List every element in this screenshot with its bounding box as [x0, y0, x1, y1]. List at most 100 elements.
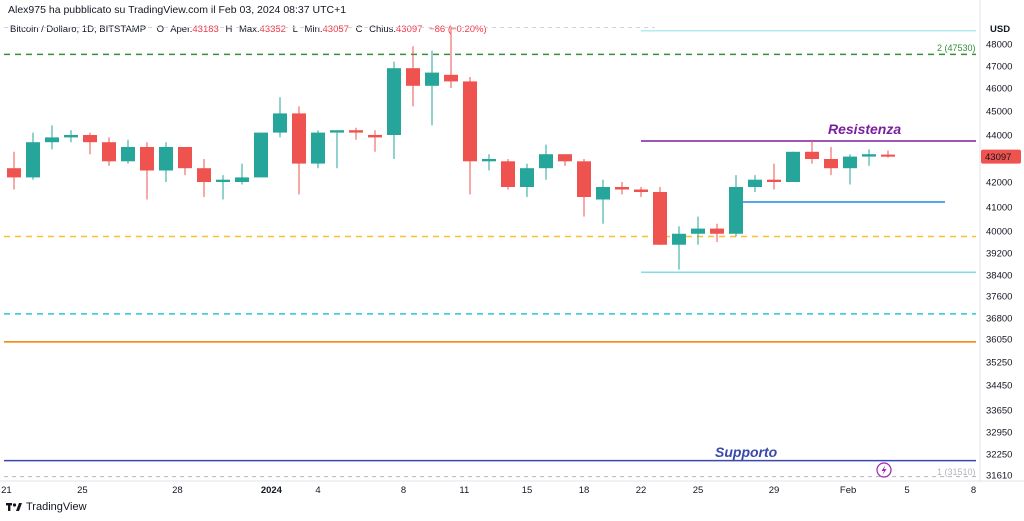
x-tick-label: 11: [459, 485, 469, 496]
candle-body: [862, 154, 876, 157]
candle-body: [159, 147, 173, 171]
tradingview-logo-icon: [6, 502, 22, 512]
x-tick-label: 25: [77, 485, 88, 496]
candle-body: [805, 151, 819, 159]
candle-body: [121, 147, 135, 162]
brand-name: TradingView: [26, 501, 87, 513]
candle-body: [64, 135, 78, 138]
candle-body: [197, 168, 211, 182]
candle-body: [444, 74, 458, 82]
y-tick-label: 35250: [986, 358, 1012, 369]
candle-body: [102, 142, 116, 162]
candle-body: [482, 159, 496, 162]
x-tick-label: 5: [904, 485, 909, 496]
candle-body: [539, 154, 553, 169]
y-tick-label: 33650: [986, 406, 1012, 417]
symbol-name: Bitcoin / Dollaro, 1D, BITSTAMP: [10, 24, 147, 35]
candle-body: [786, 151, 800, 182]
x-tick-label: 8: [971, 485, 976, 496]
y-tick-label: 44000: [986, 131, 1012, 142]
resistance-label: Resistenza: [828, 121, 901, 137]
close-key: C: [355, 24, 363, 35]
candle-body: [45, 137, 59, 143]
candle-body: [748, 179, 762, 187]
candle-body: [425, 72, 439, 86]
open-label: Aper.: [170, 24, 193, 35]
y-tick-label: 36800: [986, 314, 1012, 325]
y-tick-label: 48000: [986, 40, 1012, 51]
candle-body: [577, 161, 591, 197]
candle-body: [349, 130, 363, 133]
candle-body: [140, 147, 154, 171]
candle-body: [463, 81, 477, 162]
price-badge: [981, 149, 1021, 164]
y-tick-label: 31610: [986, 471, 1012, 482]
candle-body: [273, 113, 287, 133]
support-label: Supporto: [715, 444, 778, 460]
candle-body: [672, 233, 686, 245]
x-tick-label: 29: [769, 485, 780, 496]
y-tick-label: 38400: [986, 271, 1012, 282]
candle-body: [254, 132, 268, 178]
level-2-label: 2 (47530): [937, 43, 976, 53]
candle-body: [235, 177, 249, 182]
y-tick-label: 45000: [986, 107, 1012, 118]
high-value: 43352: [259, 24, 286, 35]
low-key: L: [292, 24, 298, 35]
high-label: Max.: [238, 24, 260, 35]
x-tick-label: Feb: [840, 485, 856, 496]
change-value: −86 (−0.20%): [429, 24, 487, 35]
candle-body: [653, 192, 667, 245]
x-tick-label: 2024: [261, 485, 283, 496]
y-tick-label: 40000: [986, 227, 1012, 238]
candle-body: [729, 187, 743, 234]
y-tick-label: 42000: [986, 178, 1012, 189]
y-tick-label: 41000: [986, 203, 1012, 214]
candle-body: [558, 154, 572, 162]
candle-body: [368, 135, 382, 138]
candle-body: [26, 142, 40, 178]
tradingview-brand[interactable]: TradingView: [6, 501, 87, 513]
y-tick-label: 36050: [986, 335, 1012, 346]
close-value: 43097: [396, 24, 423, 35]
x-tick-label: 22: [636, 485, 647, 496]
y-tick-label: 37600: [986, 292, 1012, 303]
y-tick-label: 47000: [986, 62, 1012, 73]
x-tick-label: 15: [522, 485, 533, 496]
y-tick-label: 46000: [986, 84, 1012, 95]
candle-body: [311, 132, 325, 164]
open-value: 43183: [192, 24, 219, 35]
candle-body: [824, 159, 838, 169]
candle-body: [83, 135, 97, 143]
y-axis-unit-label: USD: [990, 24, 1010, 35]
candle-body: [7, 168, 21, 178]
low-label: Min.: [304, 24, 323, 35]
candle-body: [634, 189, 648, 192]
candle-body: [178, 147, 192, 169]
low-value: 43057: [322, 24, 349, 35]
candle-body: [881, 154, 895, 157]
x-tick-label: 8: [401, 485, 406, 496]
symbol-legend: Bitcoin / Dollaro, 1D, BITSTAMP O Aper.4…: [10, 24, 487, 35]
x-tick-label: 25: [693, 485, 704, 496]
price-badge-label: 43097: [985, 152, 1011, 163]
candle-body: [292, 113, 306, 164]
candle-body: [501, 161, 515, 187]
candle-body: [330, 130, 344, 133]
x-tick-label: 4: [315, 485, 320, 496]
candle-body: [216, 179, 230, 182]
level-1-label: 1 (31510): [937, 467, 976, 477]
y-tick-label: 34450: [986, 381, 1012, 392]
candle-body: [843, 156, 857, 169]
candle-body: [406, 68, 420, 86]
lightning-icon[interactable]: [876, 462, 892, 478]
x-tick-label: 21: [1, 485, 12, 496]
publisher-header: Alex975 ha pubblicato su TradingView.com…: [8, 4, 347, 16]
y-tick-label: 39200: [986, 249, 1012, 260]
x-tick-label: 18: [579, 485, 590, 496]
candle-body: [615, 187, 629, 190]
candle-body: [387, 68, 401, 135]
candle-body: [596, 187, 610, 200]
candle-body: [691, 228, 705, 234]
